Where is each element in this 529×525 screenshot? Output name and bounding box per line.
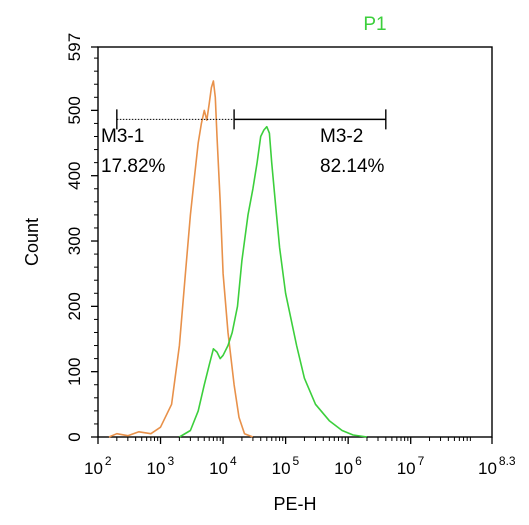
y-tick-label-1: 0 [65, 432, 84, 441]
x-tick-label-4: 10 5 [272, 454, 300, 478]
histogram-series-1 [108, 80, 254, 438]
marker-layer: M3-1 17.82% M3-2 82.14% [101, 109, 387, 177]
plot-frame [97, 46, 493, 438]
y-tick-label-3: 200 [65, 292, 84, 320]
x-tick-label-1: 10 2 [84, 454, 112, 478]
y-tick-label-7: 597 [65, 33, 84, 61]
y-tick-label-5: 400 [65, 162, 84, 190]
marker-m3-1-label: M3-1 [101, 126, 144, 147]
plot-border [97, 46, 493, 438]
series-layer [108, 80, 368, 438]
y-tick-label-4: 300 [65, 227, 84, 255]
y-tick-label-6: 500 [65, 96, 84, 124]
marker-m3-2-percent: 82.14% [320, 156, 385, 177]
x-axis-ticks: 10 2 10 3 10 4 10 5 10 6 10 7 10 8.3 [84, 437, 516, 478]
x-tick-label-6: 10 7 [397, 454, 425, 478]
y-axis-ticks: 0 100 200 300 400 500 597 [65, 33, 98, 442]
marker-m3-2-label: M3-2 [320, 126, 363, 147]
marker-m3-1-percent: 17.82% [101, 156, 166, 177]
x-tick-label-2: 10 3 [147, 454, 175, 478]
chart-title: P1 [363, 14, 386, 35]
x-axis-title: PE-H [273, 494, 316, 514]
x-tick-label-5: 10 6 [334, 454, 362, 478]
y-axis-title: Count [22, 218, 42, 266]
x-tick-label-3: 10 4 [209, 454, 237, 478]
x-tick-label-7: 10 8.3 [478, 454, 516, 478]
y-tick-label-2: 100 [65, 357, 84, 385]
histogram-series-2 [178, 125, 368, 438]
